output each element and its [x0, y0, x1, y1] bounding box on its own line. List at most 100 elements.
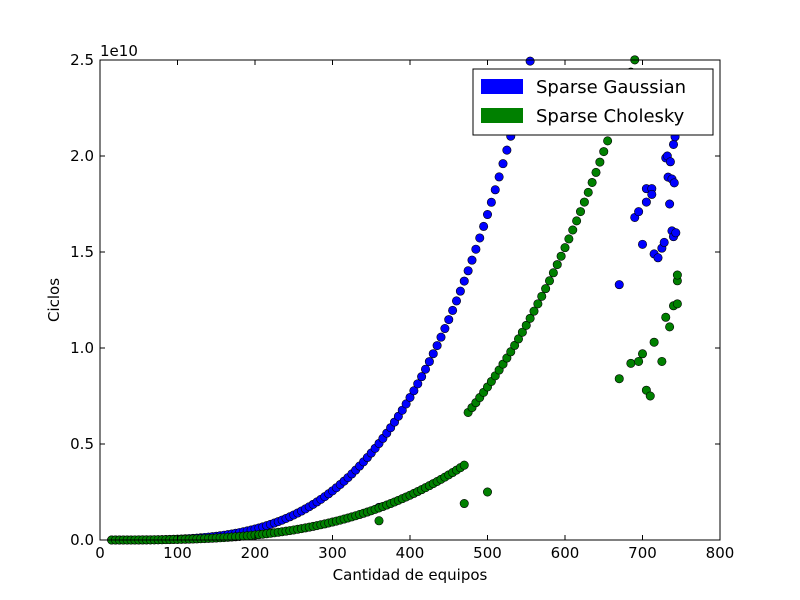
data-point-cholesky: [533, 299, 543, 309]
data-point-gaussian: [641, 197, 651, 207]
data-point-cholesky: [564, 234, 574, 244]
data-point-gaussian: [459, 276, 469, 286]
data-point-gaussian: [482, 210, 492, 220]
data-point-cholesky: [568, 225, 578, 235]
data-point-cholesky: [482, 487, 492, 497]
data-point-cholesky: [544, 276, 554, 286]
data-point-gaussian: [486, 197, 496, 207]
data-point-cholesky: [591, 167, 601, 177]
x-tick-label: 0: [95, 544, 105, 562]
data-point-cholesky: [649, 337, 659, 347]
data-point-gaussian: [647, 189, 657, 199]
data-point-gaussian: [494, 172, 504, 182]
data-point-cholesky: [645, 391, 655, 401]
y-axis-label: Ciclos: [45, 278, 63, 322]
data-point-cholesky: [510, 340, 520, 350]
data-point-cholesky: [572, 216, 582, 226]
data-point-gaussian: [448, 305, 458, 315]
data-point-cholesky: [552, 260, 562, 270]
y-tick-label: 2.0: [70, 147, 94, 165]
data-point-gaussian: [471, 244, 481, 254]
data-point-cholesky: [583, 187, 593, 197]
data-point-gaussian: [420, 364, 430, 374]
data-point-gaussian: [490, 185, 500, 195]
legend-swatch-gaussian: [481, 79, 523, 94]
data-point-gaussian: [637, 239, 647, 249]
data-point-cholesky: [529, 306, 539, 316]
data-point-cholesky: [626, 358, 636, 368]
y-tick-label: 0.5: [70, 435, 94, 453]
data-point-cholesky: [374, 516, 384, 526]
data-point-gaussian: [424, 357, 434, 367]
x-tick-label: 300: [318, 544, 347, 562]
data-point-cholesky: [579, 197, 589, 207]
y-tick-label: 0.0: [70, 531, 94, 549]
data-point-gaussian: [436, 332, 446, 342]
data-point-gaussian: [432, 341, 442, 351]
data-point-gaussian: [669, 178, 679, 188]
data-point-gaussian: [668, 139, 678, 149]
x-tick-label: 700: [628, 544, 657, 562]
data-point-gaussian: [455, 286, 465, 296]
data-point-cholesky: [525, 313, 535, 323]
data-point-cholesky: [575, 207, 585, 217]
x-tick-label: 600: [551, 544, 580, 562]
legend-label-cholesky: Sparse Cholesky: [536, 106, 685, 127]
data-point-gaussian: [428, 349, 438, 359]
data-point-cholesky: [537, 291, 547, 301]
data-point-cholesky: [595, 157, 605, 167]
data-point-cholesky: [614, 374, 624, 384]
data-point-cholesky: [672, 270, 682, 280]
data-point-gaussian: [634, 207, 644, 217]
data-point-gaussian: [463, 266, 473, 276]
y-tick-label: 2.5: [70, 51, 94, 69]
data-point-gaussian: [409, 386, 419, 396]
data-point-gaussian: [451, 296, 461, 306]
x-tick-label: 500: [473, 544, 502, 562]
data-point-cholesky: [548, 268, 558, 278]
data-point-gaussian: [665, 199, 675, 209]
data-point-gaussian: [475, 233, 485, 243]
data-point-gaussian: [614, 280, 624, 290]
data-point-cholesky: [657, 356, 667, 366]
x-tick-label: 200: [241, 544, 270, 562]
data-point-cholesky: [661, 312, 671, 322]
y-tick-label: 1.0: [70, 339, 94, 357]
x-axis-label: Cantidad de equipos: [333, 566, 488, 584]
data-point-gaussian: [413, 379, 423, 389]
data-point-gaussian: [467, 255, 477, 265]
data-point-cholesky: [560, 243, 570, 253]
data-point-cholesky: [665, 322, 675, 332]
legend-swatch-cholesky: [481, 108, 523, 123]
data-point-cholesky: [637, 349, 647, 359]
data-point-gaussian: [479, 221, 489, 231]
data-point-cholesky: [459, 499, 469, 509]
data-point-gaussian: [525, 56, 535, 66]
data-point-cholesky: [634, 356, 644, 366]
data-point-cholesky: [517, 327, 527, 337]
data-point-gaussian: [444, 315, 454, 325]
y-multiplier-label: 1e10: [100, 42, 138, 60]
legend: Sparse Gaussian Sparse Cholesky: [472, 68, 714, 136]
data-point-gaussian: [405, 392, 415, 402]
data-point-gaussian: [665, 157, 675, 167]
ticks-layer: 0 100 200 300 400 500 600 700 800 0.0 0.5 1.0 1.5 2.0…: [70, 51, 734, 562]
data-point-gaussian: [671, 228, 681, 238]
x-tick-label: 800: [706, 544, 735, 562]
data-point-gaussian: [502, 145, 512, 155]
data-point-gaussian: [659, 237, 669, 247]
x-tick-label: 400: [396, 544, 425, 562]
data-point-cholesky: [587, 177, 597, 187]
data-point-cholesky: [672, 299, 682, 309]
data-point-gaussian: [440, 324, 450, 334]
x-tick-label: 100: [163, 544, 192, 562]
y-tick-label: 1.5: [70, 243, 94, 261]
data-point-gaussian: [417, 372, 427, 382]
data-point-cholesky: [521, 320, 531, 330]
data-point-cholesky: [513, 334, 523, 344]
data-point-cholesky: [603, 136, 613, 146]
data-point-cholesky: [556, 251, 566, 261]
data-point-cholesky: [459, 460, 469, 470]
data-point-cholesky: [541, 284, 551, 294]
